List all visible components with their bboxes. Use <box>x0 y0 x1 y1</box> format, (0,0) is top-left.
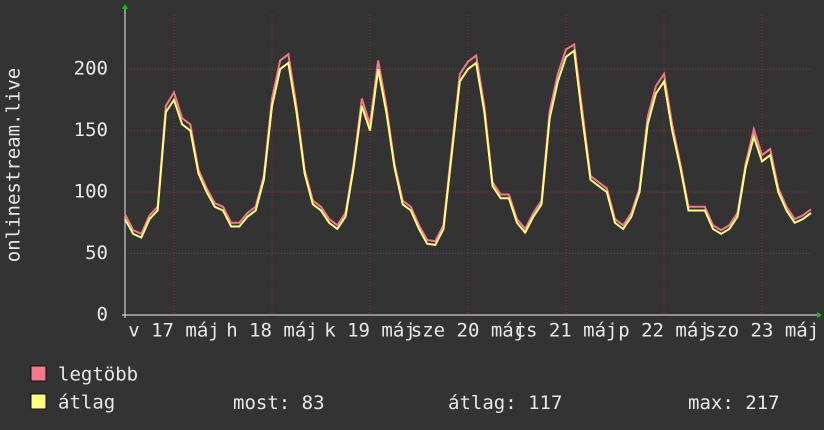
legend-label: legtöbb <box>58 364 138 386</box>
stat-label: max: <box>688 392 734 414</box>
y-tick-label: 200 <box>74 58 108 80</box>
x-tick-label: sze 20 máj <box>411 320 525 342</box>
series-line <box>124 42 812 243</box>
legend-swatch <box>30 365 47 382</box>
stat-label: most: <box>233 392 290 414</box>
y-tick-label: 0 <box>97 304 108 326</box>
stat: átlag: 117 <box>448 392 562 414</box>
stat-value: 83 <box>302 392 325 414</box>
axis-arrow <box>122 4 128 9</box>
x-tick-label: p 22 máj <box>618 320 710 342</box>
y-tick-label: 100 <box>74 181 108 203</box>
x-tick-label: cs 21 máj <box>515 320 618 342</box>
stat-value: 117 <box>528 392 562 414</box>
legend-label: átlag <box>58 392 115 414</box>
x-tick-label: v 17 máj <box>128 320 220 342</box>
stat-value: 217 <box>745 392 779 414</box>
x-tick-label: h 18 máj <box>226 320 318 342</box>
axis-arrow <box>817 312 822 318</box>
stat: max: 217 <box>688 392 780 414</box>
x-tick-label: szo 23 máj <box>705 320 819 342</box>
y-tick-label: 150 <box>74 119 108 141</box>
plot-area: 0 50 100 150 200 v 17 máj h 18 máj k 19 májsze … <box>74 4 822 342</box>
y-axis-label: onlinestream.live <box>3 68 25 262</box>
legend-swatch <box>30 393 47 410</box>
x-tick-label: k 19 máj <box>324 320 416 342</box>
y-tick-label: 50 <box>85 242 108 264</box>
stat-label: átlag: <box>448 392 517 414</box>
series-line <box>124 48 812 247</box>
stat: most: 83 <box>233 392 325 414</box>
